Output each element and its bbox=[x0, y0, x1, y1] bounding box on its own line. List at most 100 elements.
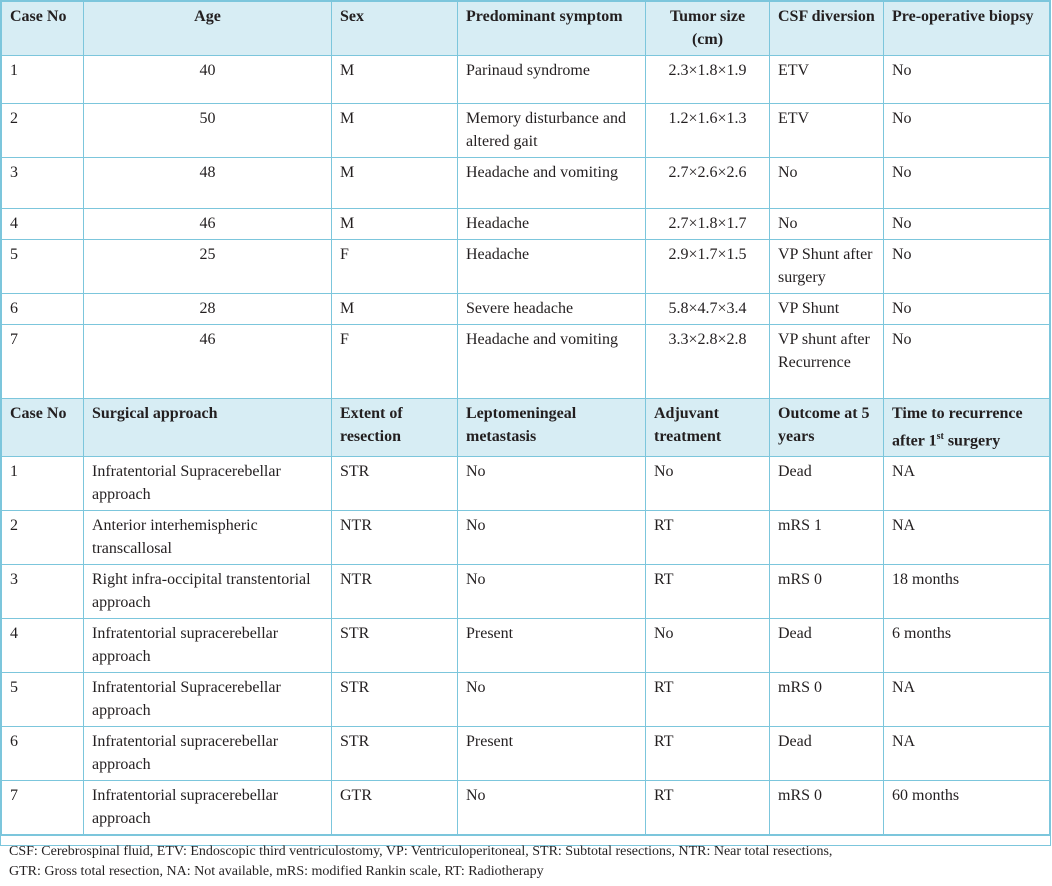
table-cell: NTR bbox=[331, 510, 458, 566]
table-cell: 7 bbox=[1, 780, 84, 836]
header-cell: Age bbox=[83, 1, 332, 56]
table-cell: 25 bbox=[83, 239, 332, 294]
table-row: 3 Right infra-occipital transtentorial a… bbox=[1, 564, 1050, 620]
table-cell: 2 bbox=[1, 510, 84, 566]
table-row: 4 46 M Headache 2.7×1.8×1.7 No No bbox=[1, 208, 1050, 240]
table-cell: Infratentorial supracerebellar approach bbox=[83, 726, 332, 782]
table-cell: 1.2×1.6×1.3 bbox=[645, 103, 770, 158]
header-text: Time to recurrence after 1 bbox=[892, 405, 1023, 450]
table-row: 2 Anterior interhemispheric transcallosa… bbox=[1, 510, 1050, 566]
table-row: 6 28 M Severe headache 5.8×4.7×3.4 VP Sh… bbox=[1, 293, 1050, 325]
table-cell: mRS 1 bbox=[769, 510, 884, 566]
table-cell: No bbox=[883, 239, 1050, 294]
table1-header-row: Case No Age Sex Predominant symptom Tumo… bbox=[1, 1, 1050, 56]
table-row: 1 40 M Parinaud syndrome 2.3×1.8×1.9 ETV… bbox=[1, 55, 1050, 104]
header-cell-recurrence: Time to recurrence after 1st surgery bbox=[883, 397, 1050, 458]
table-cell: No bbox=[883, 293, 1050, 325]
header-cell: Adjuvant treatment bbox=[645, 397, 770, 458]
table-cell: No bbox=[883, 103, 1050, 158]
table-cell: Headache and vomiting bbox=[457, 157, 646, 209]
table-cell: Infratentorial Supracerebellar approach bbox=[83, 672, 332, 728]
header-cell: Case No bbox=[1, 397, 84, 458]
table-cell: NA bbox=[883, 672, 1050, 728]
table-cell: M bbox=[331, 293, 458, 325]
table-cell: Dead bbox=[769, 726, 884, 782]
table-cell: mRS 0 bbox=[769, 672, 884, 728]
table-cell: 46 bbox=[83, 324, 332, 399]
table-cell: 28 bbox=[83, 293, 332, 325]
table-cell: STR bbox=[331, 456, 458, 512]
table-cell: 6 bbox=[1, 726, 84, 782]
table-cell: 2.7×1.8×1.7 bbox=[645, 208, 770, 240]
table-footnote: CSF: Cerebrospinal fluid, ETV: Endoscopi… bbox=[1, 835, 1050, 886]
table-cell: No bbox=[457, 510, 646, 566]
table-cell: 6 bbox=[1, 293, 84, 325]
header-cell: Predominant symptom bbox=[457, 1, 646, 56]
table-cell: 3.3×2.8×2.8 bbox=[645, 324, 770, 399]
table-cell: 2.9×1.7×1.5 bbox=[645, 239, 770, 294]
table-cell: 46 bbox=[83, 208, 332, 240]
table-cell: 2.3×1.8×1.9 bbox=[645, 55, 770, 104]
table-cell: 48 bbox=[83, 157, 332, 209]
table-cell: mRS 0 bbox=[769, 780, 884, 836]
table-cell: Headache bbox=[457, 239, 646, 294]
table-cell: Infratentorial supracerebellar approach bbox=[83, 780, 332, 836]
table-cell: ETV bbox=[769, 103, 884, 158]
table-cell: Infratentorial Supracerebellar approach bbox=[83, 456, 332, 512]
superscript: st bbox=[936, 431, 944, 442]
header-text: surgery bbox=[943, 432, 1001, 450]
header-cell: CSF diversion bbox=[769, 1, 884, 56]
table-cell: 5.8×4.7×3.4 bbox=[645, 293, 770, 325]
header-cell: Case No bbox=[1, 1, 84, 56]
table-cell: Present bbox=[457, 618, 646, 674]
table-cell: VP Shunt after surgery bbox=[769, 239, 884, 294]
table-cell: 50 bbox=[83, 103, 332, 158]
table-row: 7 Infratentorial supracerebellar approac… bbox=[1, 780, 1050, 836]
table-cell: Right infra-occipital transtentorial app… bbox=[83, 564, 332, 620]
table-cell: Memory disturbance and altered gait bbox=[457, 103, 646, 158]
table-cell: NA bbox=[883, 726, 1050, 782]
table-cell: 2.7×2.6×2.6 bbox=[645, 157, 770, 209]
table-cell: 5 bbox=[1, 239, 84, 294]
table-cell: No bbox=[769, 208, 884, 240]
table-cell: F bbox=[331, 239, 458, 294]
table-cell: VP Shunt bbox=[769, 293, 884, 325]
table-cell: 2 bbox=[1, 103, 84, 158]
table-row: 1 Infratentorial Supracerebellar approac… bbox=[1, 456, 1050, 512]
table-cell: Dead bbox=[769, 456, 884, 512]
header-cell: Tumor size (cm) bbox=[645, 1, 770, 56]
table-cell: No bbox=[457, 456, 646, 512]
table-row: 3 48 M Headache and vomiting 2.7×2.6×2.6… bbox=[1, 157, 1050, 209]
table-cell: Present bbox=[457, 726, 646, 782]
header-cell: Pre-operative biopsy bbox=[883, 1, 1050, 56]
table-cell: No bbox=[883, 157, 1050, 209]
case-table: Case No Age Sex Predominant symptom Tumo… bbox=[1, 1, 1050, 836]
table-cell: 4 bbox=[1, 618, 84, 674]
footnote-line: CSF: Cerebrospinal fluid, ETV: Endoscopi… bbox=[9, 844, 833, 860]
table-cell: 4 bbox=[1, 208, 84, 240]
table-cell: No bbox=[457, 672, 646, 728]
table-cell: NTR bbox=[331, 564, 458, 620]
table-cell: Dead bbox=[769, 618, 884, 674]
table-cell: No bbox=[457, 780, 646, 836]
table-cell: M bbox=[331, 55, 458, 104]
table-cell: No bbox=[645, 618, 770, 674]
table-cell: RT bbox=[645, 726, 770, 782]
table-cell: No bbox=[883, 55, 1050, 104]
table-row: 6 Infratentorial supracerebellar approac… bbox=[1, 726, 1050, 782]
table-cell: 60 months bbox=[883, 780, 1050, 836]
table-row: 4 Infratentorial supracerebellar approac… bbox=[1, 618, 1050, 674]
table-cell: Anterior interhemispheric transcallosal bbox=[83, 510, 332, 566]
table-cell: No bbox=[645, 456, 770, 512]
table-cell: RT bbox=[645, 672, 770, 728]
table-cell: NA bbox=[883, 510, 1050, 566]
table-cell: 40 bbox=[83, 55, 332, 104]
table-row: 2 50 M Memory disturbance and altered ga… bbox=[1, 103, 1050, 158]
table-cell: RT bbox=[645, 510, 770, 566]
table-cell: No bbox=[883, 324, 1050, 399]
table-row: 5 Infratentorial Supracerebellar approac… bbox=[1, 672, 1050, 728]
table-cell: 1 bbox=[1, 55, 84, 104]
table-cell: VP shunt after Recurrence bbox=[769, 324, 884, 399]
table-cell: NA bbox=[883, 456, 1050, 512]
header-cell: Extent of resection bbox=[331, 397, 458, 458]
